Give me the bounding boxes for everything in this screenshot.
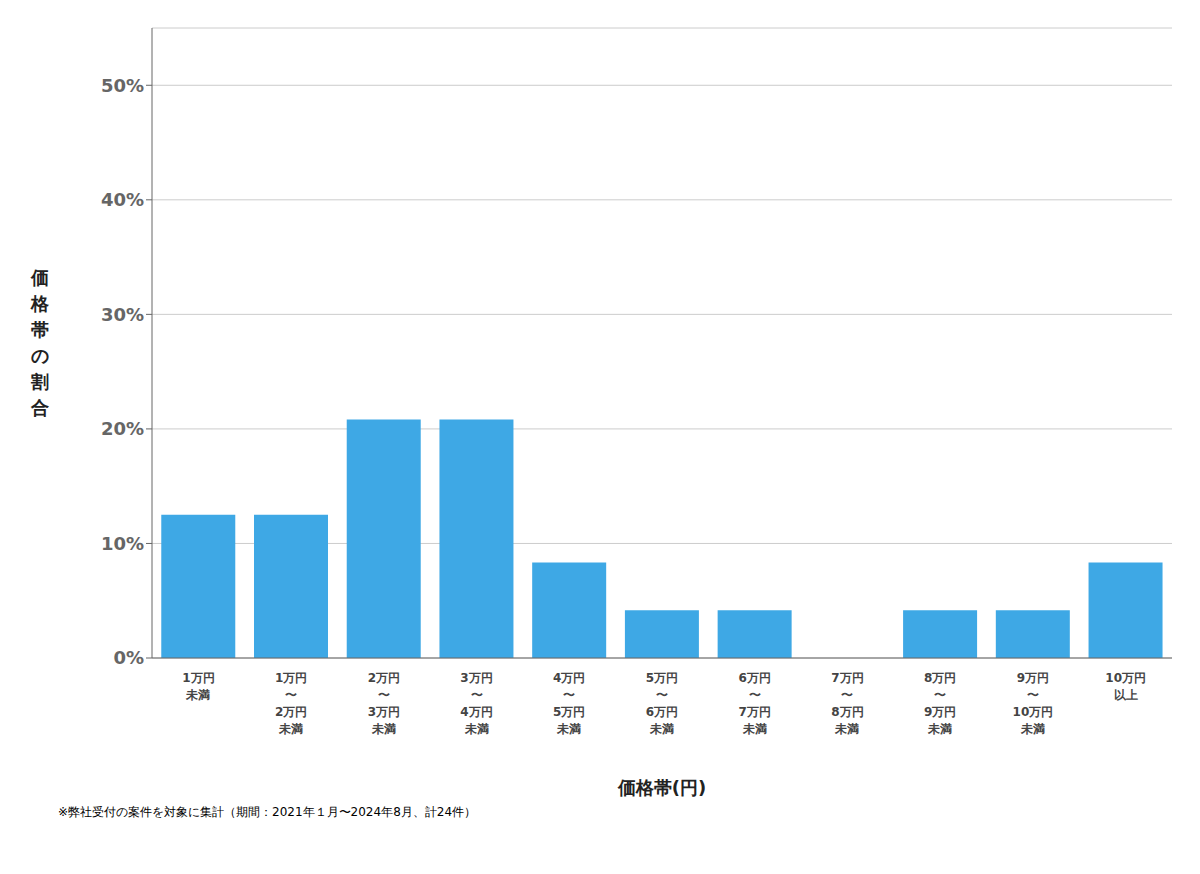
svg-text:10%: 10% [101, 533, 144, 554]
svg-text:価格帯(円): 価格帯(円) [617, 777, 706, 798]
svg-text:40%: 40% [101, 189, 144, 210]
svg-text:9万円〜10万円未満: 9万円〜10万円未満 [1013, 671, 1054, 736]
svg-text:2万円〜3万円未満: 2万円〜3万円未満 [368, 671, 400, 736]
html-text:価: 価 [31, 267, 49, 288]
svg-text:1万円〜2万円未満: 1万円〜2万円未満 [275, 671, 307, 736]
svg-text:30%: 30% [101, 304, 144, 325]
svg-text:1万円未満: 1万円未満 [182, 671, 214, 702]
svg-text:0%: 0% [113, 647, 144, 668]
svg-text:5万円〜6万円未満: 5万円〜6万円未満 [646, 671, 678, 736]
svg-text:6万円〜7万円未満: 6万円〜7万円未満 [739, 671, 771, 736]
svg-text:50%: 50% [101, 75, 144, 96]
svg-text:4万円〜5万円未満: 4万円〜5万円未満 [553, 671, 585, 736]
html-text:※弊社受付の案件を対象に集計（期間：2021年１月〜2024: ※弊社受付の案件を対象に集計（期間：2021年１月〜2024年8月、計24件） [58, 805, 476, 819]
html-text:割: 割 [31, 371, 49, 392]
svg-text:3万円〜4万円未満: 3万円〜4万円未満 [460, 671, 492, 736]
svg-text:20%: 20% [101, 418, 144, 439]
svg-text:8万円〜9万円未満: 8万円〜9万円未満 [924, 671, 956, 736]
html-text:合: 合 [31, 397, 49, 418]
html-text:帯: 帯 [31, 319, 49, 340]
svg-text:10万円以上: 10万円以上 [1105, 671, 1146, 702]
html-text:格: 格 [31, 293, 49, 314]
svg-text:7万円〜8万円未満: 7万円〜8万円未満 [831, 671, 863, 736]
html-text:の: の [31, 345, 49, 366]
